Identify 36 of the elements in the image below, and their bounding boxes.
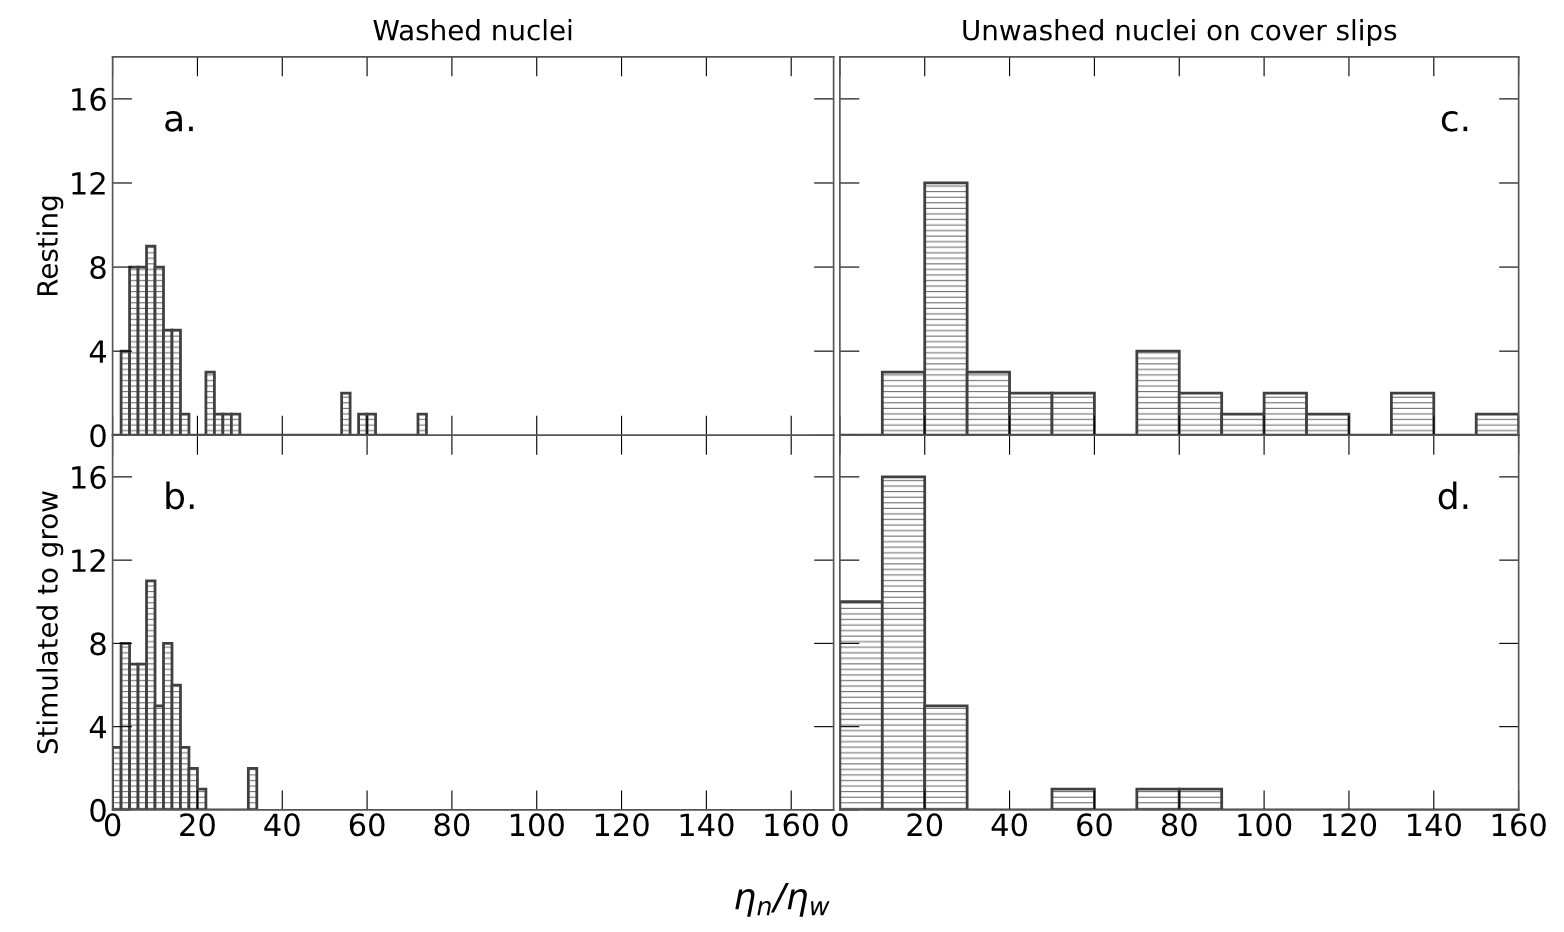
y-tick-label: 8 (90, 256, 106, 280)
y-tick-label: 16 (72, 87, 106, 111)
x-tick-label: 80 (434, 813, 470, 837)
x-tick-label: 160 (1492, 813, 1546, 837)
y-tick-label: 0 (90, 424, 106, 448)
y-tick-label: 4 (89, 715, 107, 739)
y-tick-label: 0 (90, 798, 106, 822)
x-tick-label: 40 (991, 813, 1027, 837)
x-tick-label: 140 (1407, 813, 1461, 837)
x-tick-label: 20 (907, 813, 943, 837)
chart-title: Washed nuclei (373, 19, 572, 41)
x-tick-label: 40 (264, 813, 300, 837)
y-tick-label: 12 (72, 171, 105, 195)
chart-title: Unwashed nuclei on cover slips (963, 19, 1397, 46)
x-tick-label: 120 (595, 813, 649, 837)
y-tick-label: 8 (90, 632, 106, 656)
x-tick-label: 140 (680, 813, 734, 837)
y-axis-title: Resting (36, 196, 64, 296)
x-tick-label: 120 (1323, 813, 1377, 837)
annotation: c. (1441, 110, 1468, 132)
y-tick-label: 4 (89, 340, 107, 363)
x-tick-label: 160 (765, 813, 819, 837)
y-tick-label: 16 (72, 465, 106, 489)
annotation: b. (166, 481, 194, 510)
x-tick-label: 20 (180, 813, 215, 837)
annotation: d. (1438, 481, 1468, 510)
x-tick-label: 60 (349, 813, 385, 837)
annotation: a. (165, 110, 193, 132)
y-tick-label: 12 (72, 549, 105, 572)
x-tick-label: 100 (1238, 813, 1292, 837)
x-tick-label: 80 (1161, 813, 1197, 837)
x-axis-title: η$_{n}$/η$_{w}$ (735, 882, 830, 917)
x-tick-label: 100 (510, 813, 564, 837)
x-tick-label: 0 (832, 813, 848, 837)
x-tick-label: 60 (1077, 813, 1112, 837)
y-axis-title: Stimulated to grow (36, 491, 64, 754)
